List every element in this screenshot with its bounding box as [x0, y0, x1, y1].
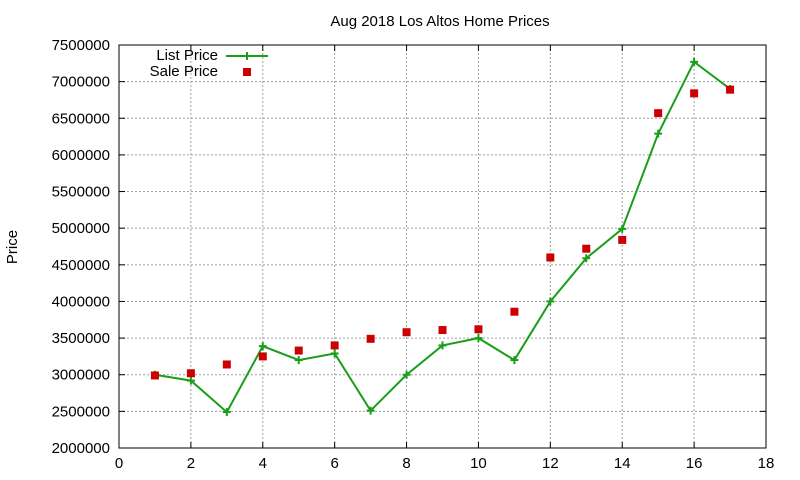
sale-price-point [510, 307, 519, 316]
x-tick-label: 0 [115, 455, 123, 472]
list-price-point [654, 129, 663, 138]
x-tick-label: 18 [758, 455, 775, 472]
x-tick-label: 6 [330, 455, 338, 472]
y-tick-label: 3000000 [52, 367, 110, 384]
legend-label-list-price: List Price [156, 47, 218, 64]
list-price-point [366, 406, 375, 415]
series-layer [150, 57, 735, 417]
x-tick-label: 16 [686, 455, 703, 472]
list-price-point [582, 254, 591, 263]
y-tick-label: 5500000 [52, 184, 110, 201]
y-tick-label: 2500000 [52, 403, 110, 420]
axis-ticks: 2000000250000030000003500000400000045000… [52, 37, 775, 472]
list-price-point [546, 297, 555, 306]
x-tick-label: 12 [542, 455, 559, 472]
grid-lines [119, 45, 766, 448]
x-tick-label: 2 [187, 455, 195, 472]
x-tick-label: 14 [614, 455, 631, 472]
y-axis-label: Price [4, 230, 21, 264]
sale-price-point [330, 341, 339, 350]
list-price-line [154, 60, 731, 414]
legend-marker-list-price [243, 52, 251, 60]
list-price-point [510, 356, 519, 365]
plot-frame [118, 44, 767, 449]
list-price-point [258, 342, 267, 351]
list-price-point [186, 376, 195, 385]
sale-price-point [726, 85, 735, 94]
sale-price-point [546, 253, 555, 262]
list-price-point [618, 224, 627, 233]
y-tick-label: 4000000 [52, 293, 110, 310]
x-tick-label: 8 [402, 455, 410, 472]
sale-price-point [582, 244, 591, 253]
list-price-point [690, 57, 699, 66]
y-tick-label: 4500000 [52, 257, 110, 274]
list-price-point [474, 334, 483, 343]
sale-price-point [186, 369, 195, 378]
list-price-point [402, 370, 411, 379]
list-price-point [294, 356, 303, 365]
y-tick-label: 5000000 [52, 220, 110, 237]
y-tick-label: 7000000 [52, 74, 110, 91]
x-tick-label: 4 [259, 455, 267, 472]
legend-label-sale-price: Sale Price [150, 63, 218, 80]
sale-price-point [618, 235, 627, 244]
sale-price-point [294, 346, 303, 355]
list-price-point [222, 408, 231, 417]
chart-title: Aug 2018 Los Altos Home Prices [330, 13, 549, 30]
sale-price-point [474, 325, 483, 334]
y-tick-label: 6500000 [52, 110, 110, 127]
sale-price-point [402, 328, 411, 337]
sale-price-point [438, 326, 447, 335]
sale-price-point [690, 89, 699, 98]
legend-swatch-sale-price [243, 68, 251, 76]
y-tick-label: 3500000 [52, 330, 110, 347]
sale-price-point [654, 109, 663, 118]
x-tick-label: 10 [470, 455, 487, 472]
sale-price-point [258, 352, 267, 361]
sale-price-point [150, 371, 159, 380]
y-tick-label: 7500000 [52, 37, 110, 54]
list-price-point [330, 349, 339, 358]
list-price-point [438, 341, 447, 350]
y-tick-label: 6000000 [52, 147, 110, 164]
sale-price-point [222, 360, 231, 369]
y-tick-label: 2000000 [52, 440, 110, 457]
legend: List Price Sale Price [150, 47, 268, 80]
sale-price-point [366, 334, 375, 343]
